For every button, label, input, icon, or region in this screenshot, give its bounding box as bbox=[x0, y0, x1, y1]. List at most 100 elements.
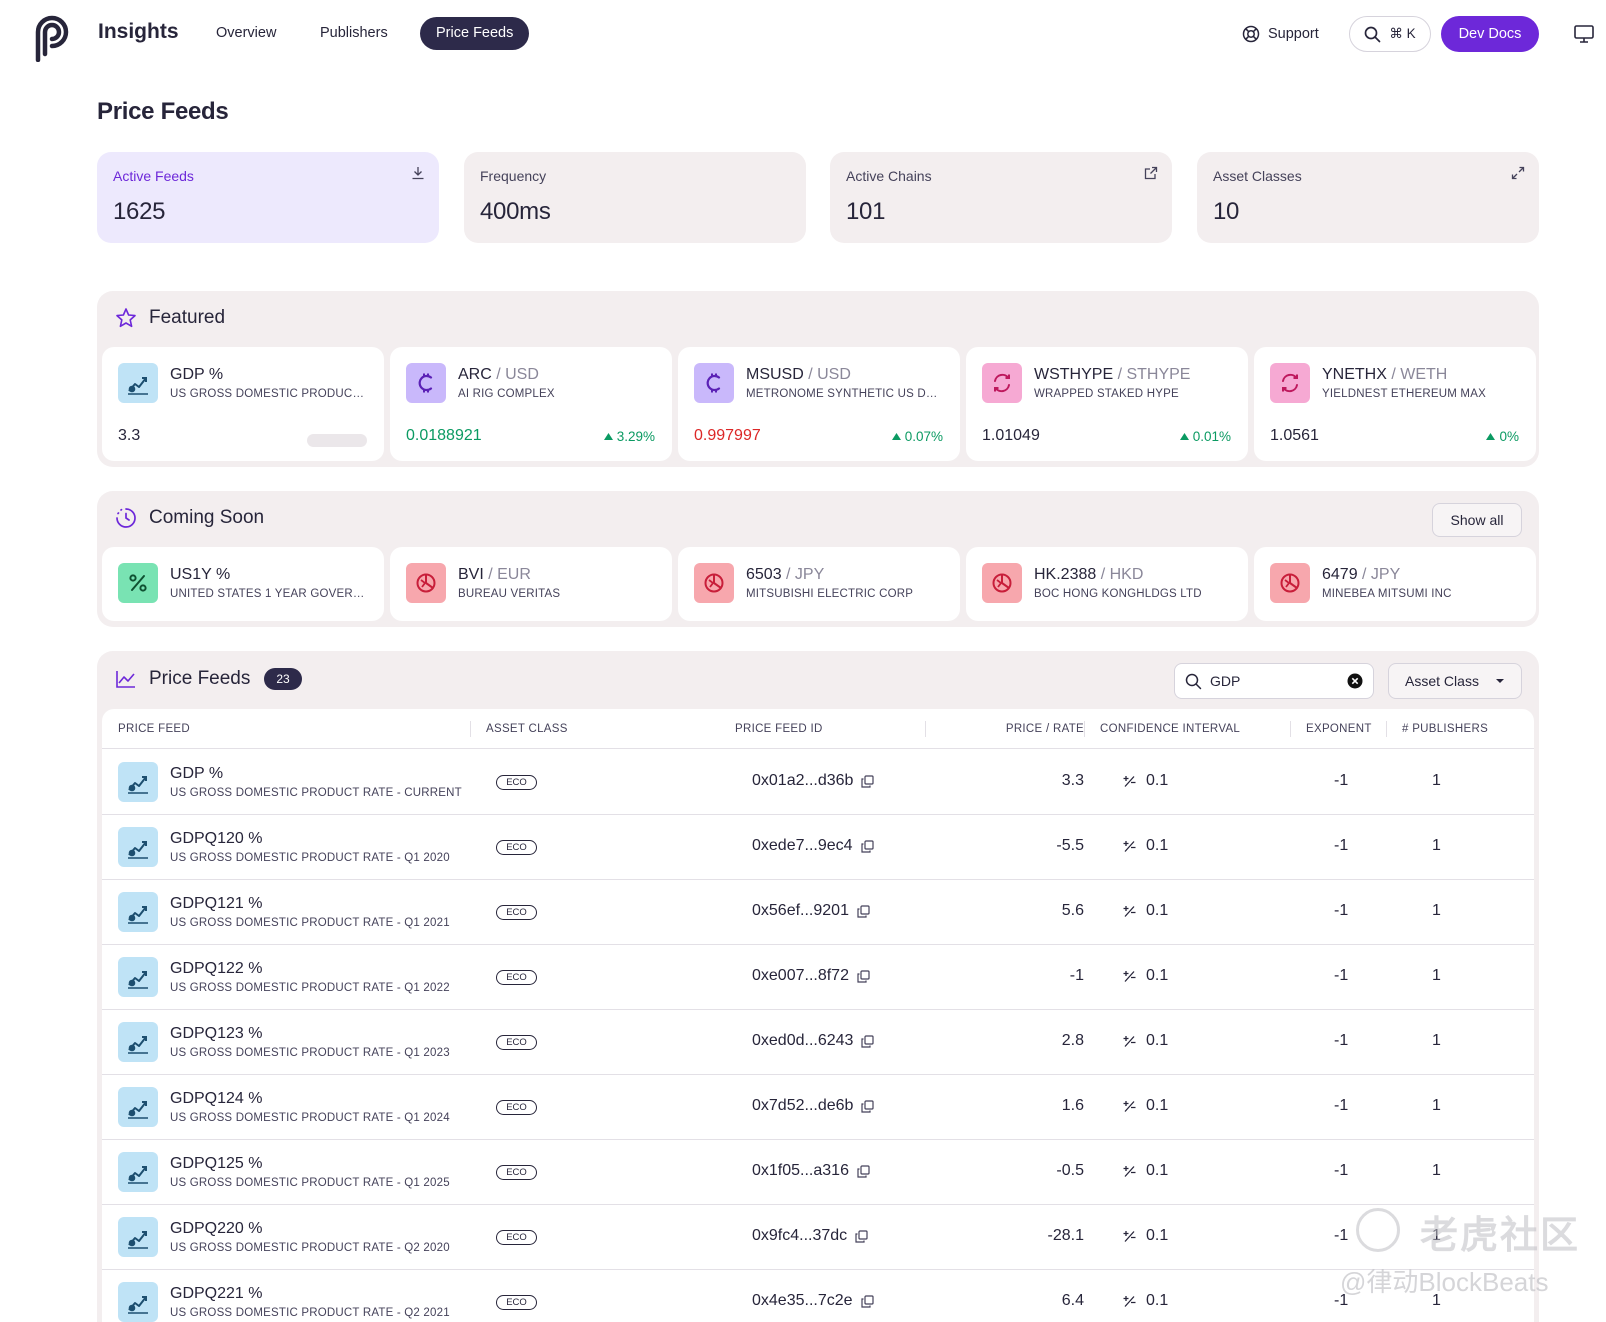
clear-icon[interactable] bbox=[1347, 673, 1363, 689]
price-feeds-header: Price Feeds 23 bbox=[115, 668, 302, 690]
equity-icon bbox=[406, 563, 446, 603]
feed-id: 0x7d52...de6b bbox=[752, 1097, 875, 1115]
table-row[interactable]: GDPQ122 % US GROSS DOMESTIC PRODUCT RATE … bbox=[102, 945, 1534, 1010]
table-row[interactable]: GDPQ220 % US GROSS DOMESTIC PRODUCT RATE … bbox=[102, 1205, 1534, 1270]
table-row[interactable]: GDPQ121 % US GROSS DOMESTIC PRODUCT RATE … bbox=[102, 880, 1534, 945]
feed-name: GDPQ121 % bbox=[170, 895, 263, 912]
stat-value: 400ms bbox=[480, 198, 551, 225]
col-exponent[interactable]: EXPONENT bbox=[1306, 723, 1372, 735]
feed-name: GDPQ221 % bbox=[170, 1285, 263, 1302]
search-value[interactable]: GDP bbox=[1210, 673, 1241, 689]
publishers-count: 1 bbox=[1432, 1162, 1441, 1179]
col-confidence[interactable]: CONFIDENCE INTERVAL bbox=[1100, 723, 1241, 735]
download-icon[interactable] bbox=[411, 166, 425, 180]
coming-soon-card[interactable]: BVI / EUR BUREAU VERITAS bbox=[390, 547, 672, 621]
col-price-feed[interactable]: PRICE FEED bbox=[118, 723, 191, 735]
table-row[interactable]: GDPQ221 % US GROSS DOMESTIC PRODUCT RATE … bbox=[102, 1270, 1534, 1322]
copy-icon[interactable] bbox=[855, 1229, 868, 1243]
caret-down-icon bbox=[1495, 679, 1504, 683]
monitor-icon[interactable] bbox=[1574, 25, 1594, 43]
feed-id-value: 0xede7...9ec4 bbox=[752, 837, 853, 854]
card-symbol: WSTHYPE / STHYPE bbox=[1034, 366, 1190, 384]
featured-card[interactable]: GDP % US GROSS DOMESTIC PRODUCT RATE - CU… bbox=[102, 347, 384, 461]
card-price: 0.0188921 bbox=[406, 427, 482, 444]
copy-icon[interactable] bbox=[861, 1099, 875, 1113]
stat-value: 10 bbox=[1213, 198, 1240, 225]
confidence-value: 0.1 bbox=[1146, 1097, 1169, 1114]
table-row[interactable]: GDPQ124 % US GROSS DOMESTIC PRODUCT RATE … bbox=[102, 1075, 1534, 1140]
coming-soon-card[interactable]: US1Y % UNITED STATES 1 YEAR GOVERNMENT BO… bbox=[102, 547, 384, 621]
plus-minus-icon bbox=[1123, 1035, 1136, 1047]
asset-class-label: Asset Class bbox=[1405, 673, 1479, 689]
feed-id: 0x4e35...7c2e bbox=[752, 1292, 874, 1310]
copy-icon[interactable] bbox=[861, 774, 875, 788]
confidence-interval: 0.1 bbox=[1123, 1097, 1168, 1115]
feed-description: US GROSS DOMESTIC PRODUCT RATE - Q2 2021 bbox=[170, 1307, 450, 1319]
stat-active-feeds[interactable]: Active Feeds 1625 bbox=[97, 152, 439, 243]
coming-soon-card[interactable]: 6479 / JPY MINEBEA MITSUMI INC bbox=[1254, 547, 1536, 621]
price-value: -5.5 bbox=[1056, 837, 1084, 854]
tab-overview[interactable]: Overview bbox=[216, 25, 277, 41]
asset-class-badge: ECO bbox=[496, 1295, 537, 1310]
economic-chart-icon bbox=[118, 363, 158, 403]
feed-id-value: 0x56ef...9201 bbox=[752, 902, 849, 919]
price-value: -0.5 bbox=[1056, 1162, 1084, 1179]
featured-card[interactable]: ARC / USD AI RIG COMPLEX 0.0188921 3.29% bbox=[390, 347, 672, 461]
card-price: 0.997997 bbox=[694, 427, 761, 444]
col-price-feed-id[interactable]: PRICE FEED ID bbox=[735, 723, 823, 735]
featured-card[interactable]: YNETHX / WETH YIELDNEST ETHEREUM MAX 1.056… bbox=[1254, 347, 1536, 461]
col-price-rate[interactable]: PRICE / RATE bbox=[1005, 723, 1084, 735]
col-asset-class[interactable]: ASSET CLASS bbox=[486, 723, 568, 735]
plus-minus-icon bbox=[1123, 970, 1136, 982]
card-symbol: 6503 / JPY bbox=[746, 566, 824, 584]
support-button[interactable]: Support bbox=[1242, 17, 1319, 50]
copy-icon[interactable] bbox=[857, 969, 870, 983]
stat-frequency: Frequency 400ms bbox=[464, 152, 806, 243]
stat-asset-classes[interactable]: Asset Classes 10 bbox=[1197, 152, 1539, 243]
brand-name[interactable]: Insights bbox=[98, 20, 179, 43]
expand-icon[interactable] bbox=[1511, 166, 1525, 180]
col-publishers[interactable]: # PUBLISHERS bbox=[1402, 723, 1489, 735]
pyth-logo-icon[interactable] bbox=[32, 14, 72, 62]
dev-docs-button[interactable]: Dev Docs bbox=[1441, 16, 1539, 52]
external-link-icon[interactable] bbox=[1144, 166, 1158, 180]
stat-label: Asset Classes bbox=[1213, 168, 1302, 184]
table-row[interactable]: GDPQ120 % US GROSS DOMESTIC PRODUCT RATE … bbox=[102, 815, 1534, 880]
asset-class-dropdown[interactable]: Asset Class bbox=[1388, 663, 1522, 699]
plus-minus-icon bbox=[1123, 905, 1136, 917]
copy-icon[interactable] bbox=[860, 839, 874, 853]
asset-class-badge: ECO bbox=[496, 775, 537, 790]
search-button[interactable]: ⌘ K bbox=[1349, 16, 1431, 52]
crypto-icon bbox=[406, 363, 446, 403]
show-all-button[interactable]: Show all bbox=[1432, 503, 1522, 537]
copy-icon[interactable] bbox=[857, 1164, 870, 1178]
confidence-interval: 0.1 bbox=[1123, 1292, 1168, 1310]
asset-class-badge: ECO bbox=[496, 970, 537, 985]
stat-active-chains[interactable]: Active Chains 101 bbox=[830, 152, 1172, 243]
symbol: BVI bbox=[458, 566, 484, 583]
price-feeds-section: Price Feeds 23 GDP Asset Class PRICE FEE… bbox=[97, 651, 1539, 1322]
exponent-value: -1 bbox=[1334, 772, 1349, 789]
change-value: 0.07% bbox=[904, 429, 943, 444]
copy-icon[interactable] bbox=[860, 1294, 874, 1308]
coming-soon-card[interactable]: 6503 / JPY MITSUBISHI ELECTRIC CORP bbox=[678, 547, 960, 621]
copy-icon[interactable] bbox=[861, 1034, 875, 1048]
tab-publishers[interactable]: Publishers bbox=[320, 25, 388, 41]
copy-icon[interactable] bbox=[857, 904, 870, 918]
featured-card[interactable]: WSTHYPE / STHYPE WRAPPED STAKED HYPE 1.010… bbox=[966, 347, 1248, 461]
coming-soon-card[interactable]: HK.2388 / HKD BOC HONG KONGHLDGS LTD bbox=[966, 547, 1248, 621]
tab-price-feeds[interactable]: Price Feeds bbox=[420, 17, 530, 50]
card-name: UNITED STATES 1 YEAR GOVERNMENT BOND bbox=[170, 588, 370, 600]
card-symbol: GDP % bbox=[170, 366, 223, 384]
table-row[interactable]: GDPQ125 % US GROSS DOMESTIC PRODUCT RATE … bbox=[102, 1140, 1534, 1205]
feed-description: US GROSS DOMESTIC PRODUCT RATE - Q1 2022 bbox=[170, 982, 450, 994]
card-symbol: HK.2388 / HKD bbox=[1034, 566, 1143, 584]
feed-search-input[interactable]: GDP bbox=[1174, 663, 1374, 699]
table-row[interactable]: GDPQ123 % US GROSS DOMESTIC PRODUCT RATE … bbox=[102, 1010, 1534, 1075]
stat-value: 101 bbox=[846, 198, 886, 225]
table-row[interactable]: GDP % US GROSS DOMESTIC PRODUCT RATE - CU… bbox=[102, 750, 1534, 815]
symbol: US1Y % bbox=[170, 566, 231, 583]
featured-card[interactable]: MSUSD / USD METRONOME SYNTHETIC US DOLLAR… bbox=[678, 347, 960, 461]
stat-label: Active Feeds bbox=[113, 168, 194, 184]
economic-chart-icon bbox=[118, 1022, 158, 1062]
